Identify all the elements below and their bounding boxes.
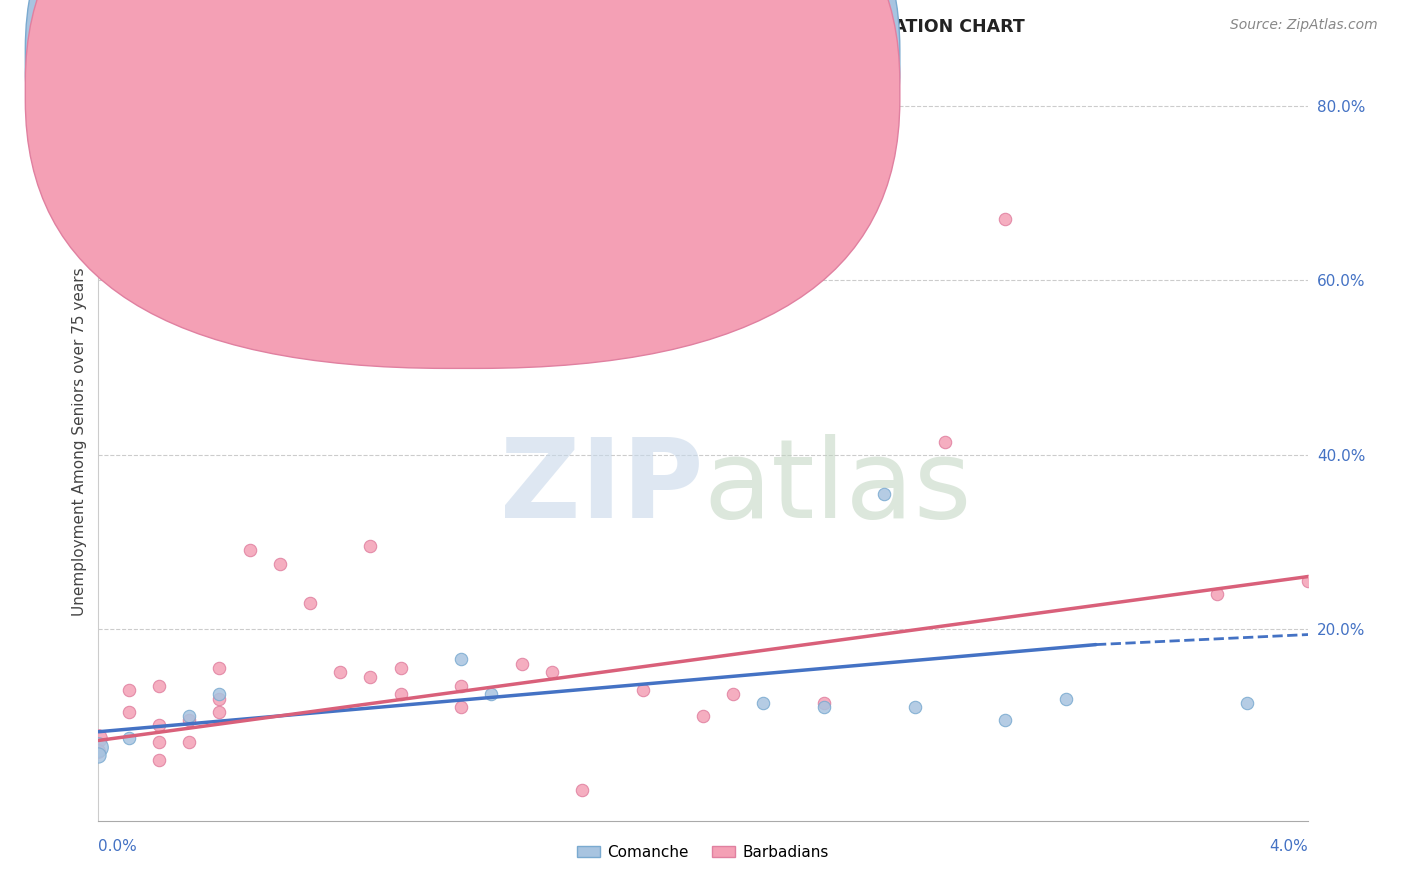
Point bbox=[813, 700, 835, 714]
Point bbox=[571, 783, 593, 797]
Point bbox=[904, 700, 927, 714]
Point bbox=[360, 539, 382, 553]
Point bbox=[1236, 696, 1258, 710]
Point bbox=[239, 543, 262, 558]
Point bbox=[208, 661, 231, 675]
Point bbox=[692, 709, 714, 723]
Text: ZIP: ZIP bbox=[499, 434, 703, 541]
Point bbox=[481, 687, 503, 701]
Point bbox=[179, 735, 201, 749]
Text: R = 0.238   N =   7: R = 0.238 N = 7 bbox=[484, 52, 628, 66]
Text: 4.0%: 4.0% bbox=[1268, 839, 1308, 854]
Point bbox=[208, 687, 231, 701]
Point bbox=[208, 691, 231, 706]
Text: atlas: atlas bbox=[703, 434, 972, 541]
Point bbox=[934, 434, 956, 449]
Text: Source: ZipAtlas.com: Source: ZipAtlas.com bbox=[1230, 18, 1378, 32]
Point bbox=[450, 700, 472, 714]
Point bbox=[360, 670, 382, 684]
Point bbox=[87, 731, 110, 745]
Point bbox=[118, 731, 141, 745]
Point bbox=[540, 665, 562, 680]
Point bbox=[1054, 691, 1077, 706]
Point bbox=[118, 682, 141, 697]
Point bbox=[148, 753, 170, 767]
Point bbox=[723, 687, 745, 701]
Text: COMANCHE VS BARBADIAN UNEMPLOYMENT AMONG SENIORS OVER 75 YEARS CORRELATION CHART: COMANCHE VS BARBADIAN UNEMPLOYMENT AMONG… bbox=[42, 18, 1025, 36]
Point bbox=[329, 665, 352, 680]
Text: R = 0.251   N =  35: R = 0.251 N = 35 bbox=[484, 84, 633, 98]
Point bbox=[813, 696, 835, 710]
Legend: Comanche, Barbadians: Comanche, Barbadians bbox=[571, 838, 835, 866]
Point bbox=[208, 705, 231, 719]
Point bbox=[148, 718, 170, 732]
Point bbox=[299, 596, 322, 610]
Point bbox=[179, 709, 201, 723]
Point bbox=[510, 657, 533, 671]
Point bbox=[450, 679, 472, 693]
Point bbox=[1206, 587, 1229, 601]
Point bbox=[87, 748, 110, 763]
Point bbox=[1296, 574, 1319, 588]
Point bbox=[450, 652, 472, 666]
Point bbox=[118, 705, 141, 719]
Text: 0.0%: 0.0% bbox=[98, 839, 138, 854]
Y-axis label: Unemployment Among Seniors over 75 years: Unemployment Among Seniors over 75 years bbox=[72, 268, 87, 615]
Point bbox=[87, 739, 110, 754]
Point bbox=[631, 682, 654, 697]
Point bbox=[179, 714, 201, 728]
Point bbox=[148, 735, 170, 749]
Point bbox=[269, 557, 291, 571]
Point bbox=[87, 744, 110, 758]
Point bbox=[389, 661, 412, 675]
Point bbox=[389, 687, 412, 701]
Point bbox=[994, 212, 1017, 227]
Point bbox=[148, 679, 170, 693]
Point bbox=[994, 714, 1017, 728]
Point bbox=[752, 696, 775, 710]
Point bbox=[873, 487, 896, 501]
